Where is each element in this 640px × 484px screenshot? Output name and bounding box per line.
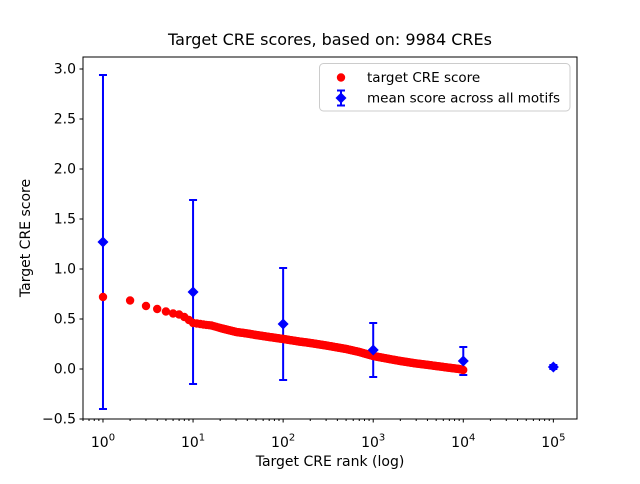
legend-frame (319, 63, 571, 112)
mean-marker (187, 286, 199, 298)
x-tick-labels: 100 101 102 103 104 105 (91, 433, 566, 452)
y-tick-label: 3.0 (54, 62, 76, 78)
mean-marker (457, 355, 469, 367)
x-tick-label: 103 (361, 433, 385, 452)
y-tick-label: 0.0 (54, 362, 76, 378)
legend: target CRE score mean score across all m… (319, 63, 571, 112)
mean-marker (547, 361, 559, 373)
x-tick-label: 102 (271, 433, 295, 452)
mean-marker (97, 236, 109, 248)
x-tick-label: 100 (91, 433, 115, 452)
chart-title: Target CRE scores, based on: 9984 CREs (167, 30, 492, 49)
y-tick-label: −0.5 (42, 412, 76, 428)
plot-area: 100 101 102 103 104 105 −0.5 0.0 0.5 1.0 1.5 2.0 2.5… (42, 56, 578, 452)
scatter-point (98, 292, 108, 302)
y-tick-label: 2.5 (54, 112, 76, 128)
x-axis-label: Target CRE rank (log) (255, 454, 405, 470)
x-tick-label: 104 (451, 433, 475, 452)
scatter-point (459, 365, 468, 375)
legend-marker-target-icon (336, 73, 346, 82)
scatter-point (125, 296, 135, 305)
x-tick-label: 105 (541, 433, 565, 452)
y-tick-label: 2.0 (54, 162, 76, 178)
y-tick-label: 1.5 (54, 212, 76, 228)
x-tick-label: 101 (181, 433, 205, 452)
axes-box (82, 56, 578, 420)
y-axis-label: Target CRE score (18, 179, 34, 298)
scatter-point (161, 307, 171, 316)
legend-marker-mean-icon (335, 89, 347, 107)
mean-score-markers (97, 236, 559, 373)
y-tick-label: 0.5 (54, 312, 76, 328)
y-tick-labels: −0.5 0.0 0.5 1.0 1.5 2.0 2.5 3.0 (42, 62, 76, 428)
legend-label-target: target CRE score (367, 70, 480, 86)
mean-marker (277, 318, 289, 330)
legend-label-mean: mean score across all motifs (367, 91, 560, 107)
y-tick-label: 1.0 (54, 262, 76, 278)
scatter-point (153, 304, 162, 314)
mean-marker (367, 344, 379, 356)
scatter-point (141, 301, 151, 311)
